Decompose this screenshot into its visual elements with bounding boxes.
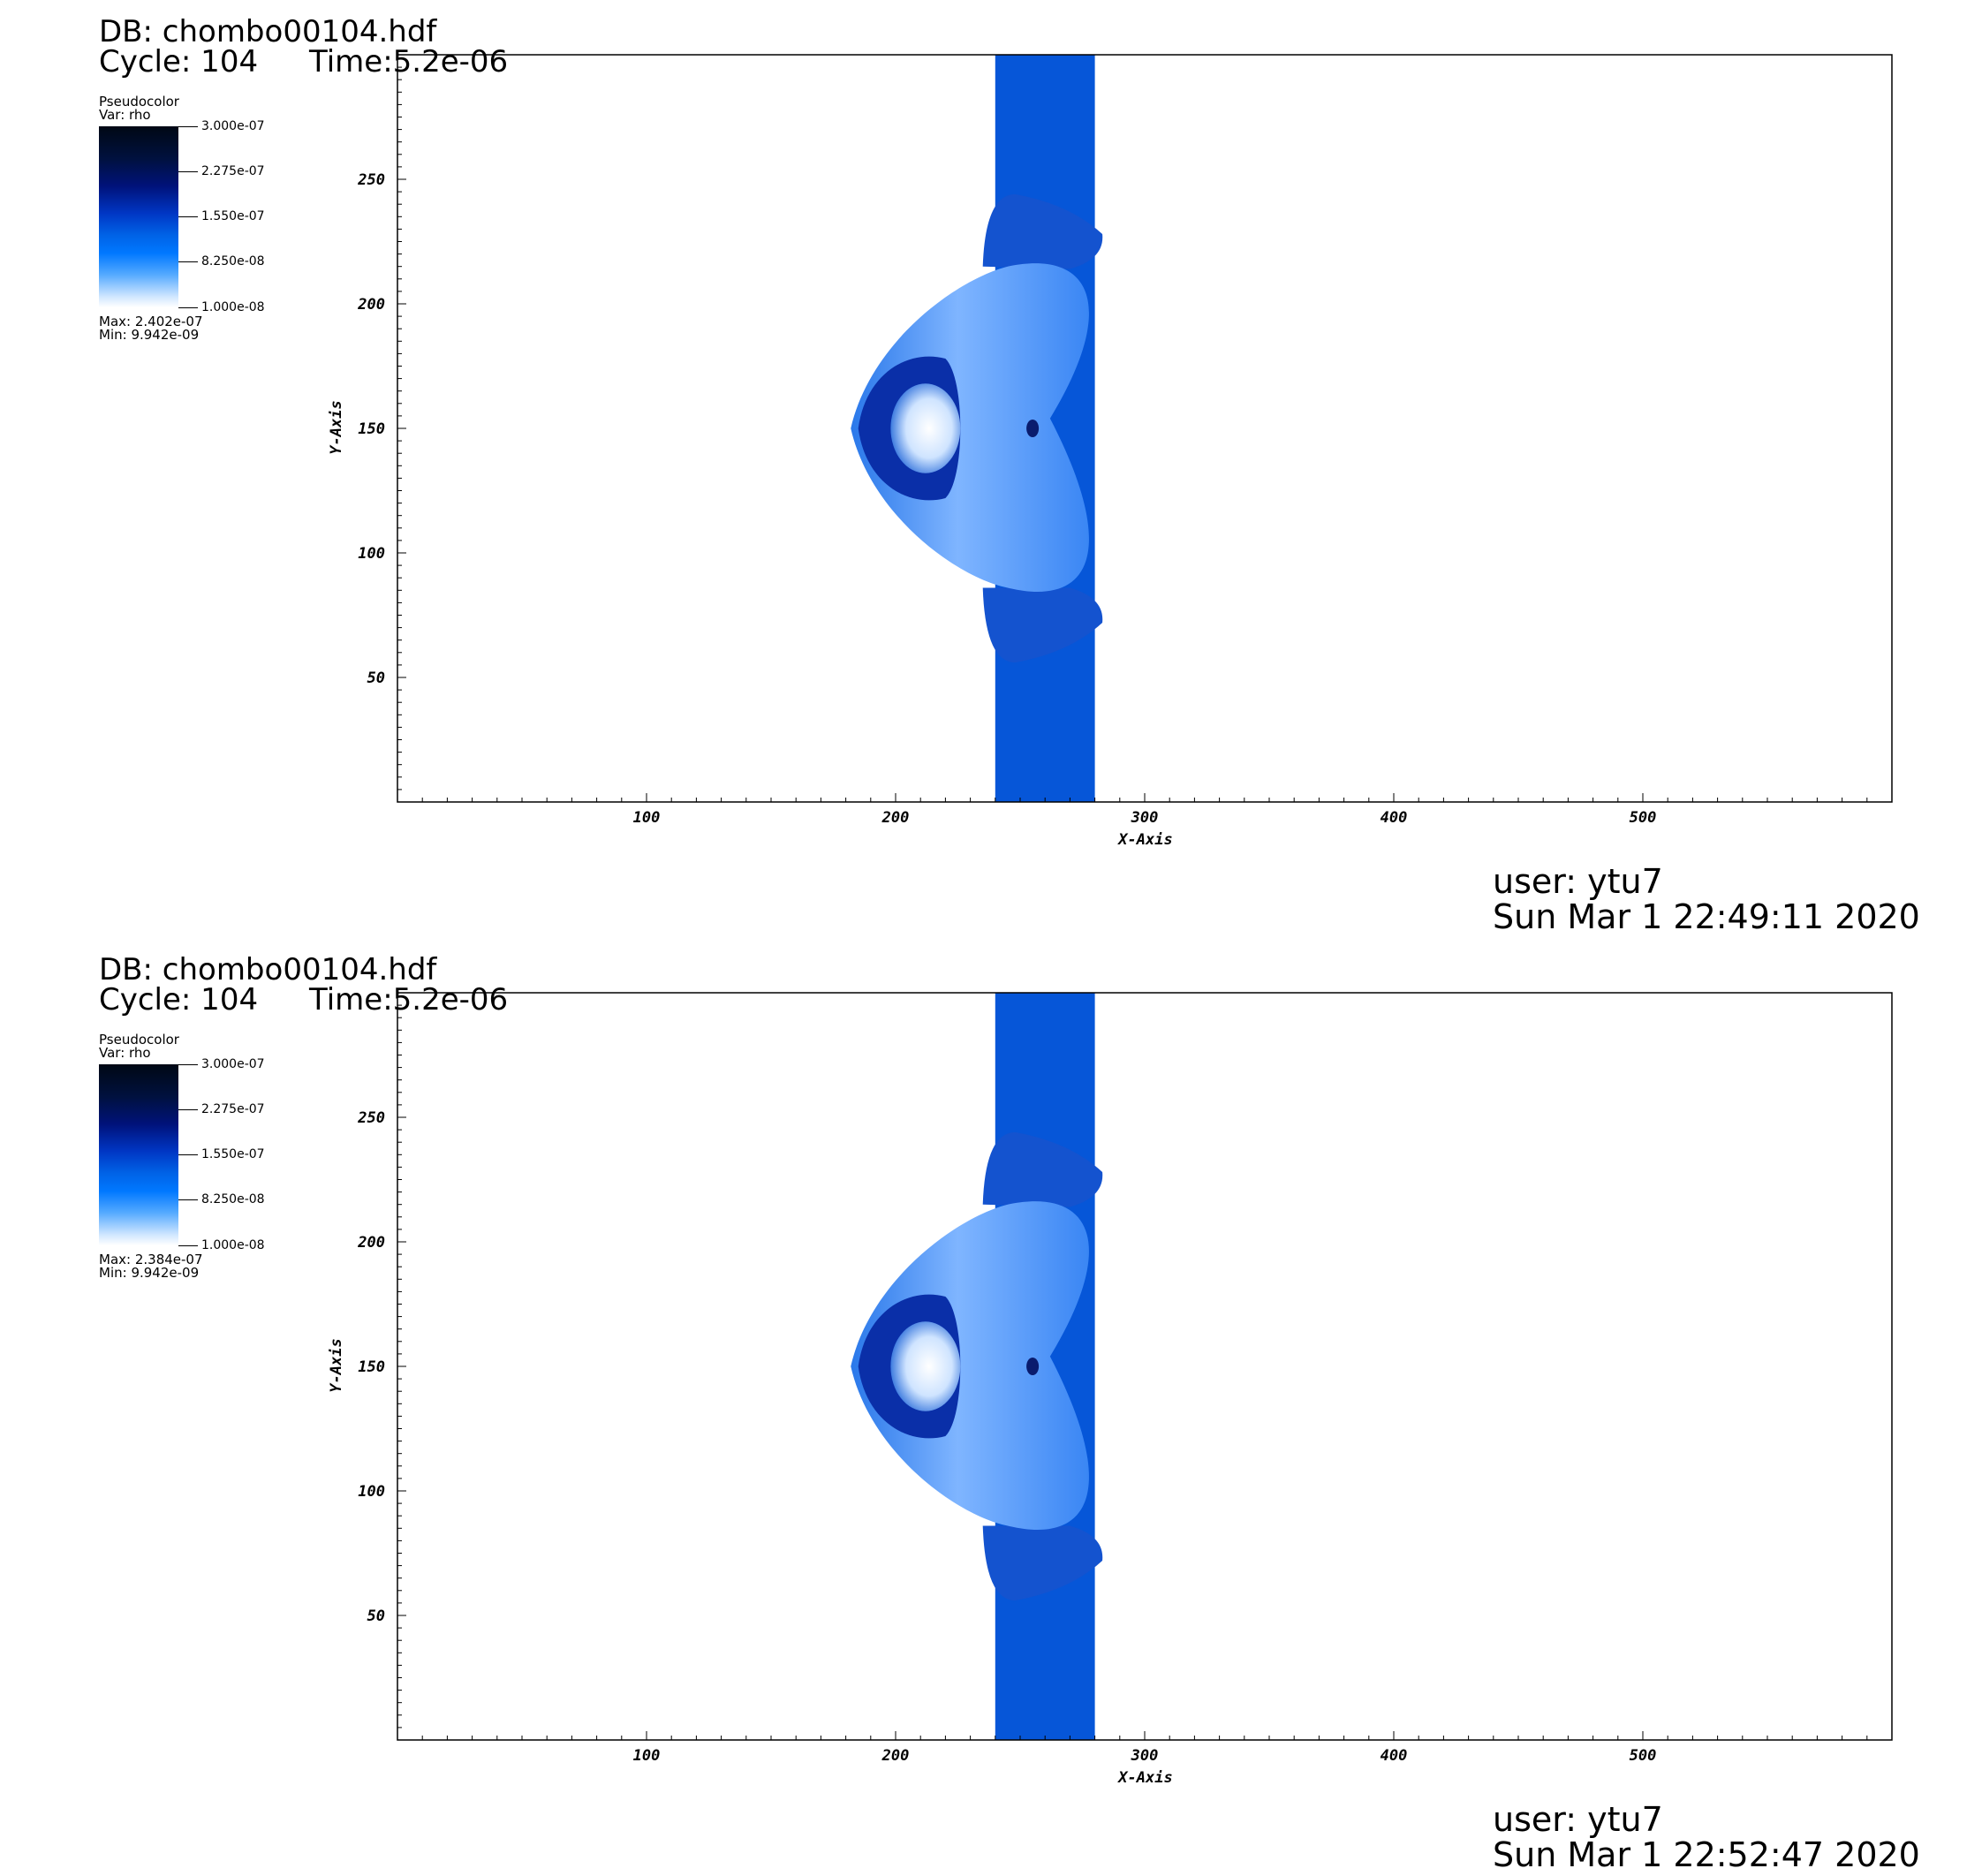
database-label: DB: chombo00104.hdf xyxy=(99,952,437,987)
footer-timestamp: Sun Mar 1 22:52:47 2020 xyxy=(1493,1835,1920,1874)
colorbar-tick xyxy=(178,1064,198,1065)
legend-max: Max: 2.402e-07 xyxy=(99,314,203,329)
footer-user: user: ytu7 xyxy=(1493,1800,1663,1839)
colorbar-tick-label: 8.250e-08 xyxy=(201,1192,265,1207)
x-tick-label: 100 xyxy=(633,809,661,827)
y-axis-title: Y-Axis xyxy=(328,1338,345,1392)
density-knot xyxy=(1026,420,1040,437)
footer-user: user: ytu7 xyxy=(1493,862,1663,901)
colorbar-tick xyxy=(178,171,198,172)
plot-area: 100 200 300 400 500 50 100 150 200 250 X-Axis Y-A… xyxy=(328,992,1893,1787)
y-tick-label: 50 xyxy=(367,669,385,687)
colorbar-tick xyxy=(178,1245,198,1246)
colorbar-tick-label: 8.250e-08 xyxy=(201,254,265,269)
colorbar-tick xyxy=(178,1199,198,1200)
density-upper-cap xyxy=(982,193,1103,269)
y-tick-label: 250 xyxy=(357,1109,385,1127)
plot-panel-2: DB: chombo00104.hdf Cycle: 104 Time:5.2e… xyxy=(0,938,1982,1876)
colorbar-tick xyxy=(178,216,198,217)
colorbar-tick xyxy=(178,1154,198,1155)
y-tick-label: 250 xyxy=(357,171,385,189)
legend-min: Min: 9.942e-09 xyxy=(99,327,200,343)
cycle-label: Cycle: 104 xyxy=(99,44,259,79)
time-label: Time:5.2e-06 xyxy=(309,982,509,1017)
legend-variable: Var: rho xyxy=(99,107,151,123)
x-tick-label: 500 xyxy=(1630,1747,1657,1765)
density-lower-cap xyxy=(982,1525,1103,1601)
plot-frame xyxy=(397,992,1893,1741)
colorbar-tick xyxy=(178,1109,198,1110)
density-upper-cap xyxy=(982,1131,1103,1207)
y-tick-label: 200 xyxy=(357,296,385,314)
x-axis-title: X-Axis xyxy=(1116,1769,1172,1787)
x-tick-label: 300 xyxy=(1131,809,1159,827)
density-bubble xyxy=(851,1201,1089,1530)
y-tick-label: 100 xyxy=(358,1483,385,1501)
colorbar-tick-label: 2.275e-07 xyxy=(201,1102,265,1116)
colorbar-tick xyxy=(178,126,198,127)
legend-variable: Var: rho xyxy=(99,1045,151,1061)
colorbar-tick-label: 3.000e-07 xyxy=(201,119,265,133)
cycle-label: Cycle: 104 xyxy=(99,982,259,1017)
plot-panel-1: DB: chombo00104.hdf Cycle: 104 Time:5.2e… xyxy=(99,14,1920,936)
y-tick-label: 150 xyxy=(358,420,385,438)
colorbar-tick-label: 1.550e-07 xyxy=(201,1147,265,1161)
x-tick-label: 200 xyxy=(881,809,910,827)
colorbar-tick xyxy=(178,261,198,262)
density-knot xyxy=(1026,1358,1040,1375)
density-core xyxy=(890,1321,961,1411)
x-tick-label: 200 xyxy=(881,1747,910,1765)
legend-min: Min: 9.942e-09 xyxy=(99,1265,200,1281)
y-tick-label: 150 xyxy=(358,1358,385,1376)
colorbar-tick-label: 2.275e-07 xyxy=(201,164,265,178)
colorbar-tick xyxy=(178,307,198,308)
density-bubble xyxy=(851,263,1089,592)
density-lower-cap xyxy=(982,587,1103,663)
legend-plot-type: Pseudocolor xyxy=(99,94,179,110)
plot-area: 100 200 300 400 500 50 100 150 200 250 X-Axis Y-A… xyxy=(328,54,1893,849)
density-core xyxy=(890,383,961,473)
footer-timestamp: Sun Mar 1 22:49:11 2020 xyxy=(1493,897,1920,936)
colorbar-tick-label: 1.000e-08 xyxy=(201,300,265,314)
plot-frame xyxy=(397,54,1893,803)
y-tick-label: 100 xyxy=(358,545,385,563)
colorbar-tick-label: 1.550e-07 xyxy=(201,209,265,223)
x-tick-label: 100 xyxy=(633,1747,661,1765)
database-label: DB: chombo00104.hdf xyxy=(99,14,437,49)
legend-plot-type: Pseudocolor xyxy=(99,1032,179,1048)
x-tick-label: 500 xyxy=(1630,809,1657,827)
time-label: Time:5.2e-06 xyxy=(309,44,509,79)
legend-max: Max: 2.384e-07 xyxy=(99,1252,203,1267)
y-tick-label: 200 xyxy=(357,1234,385,1252)
x-tick-label: 400 xyxy=(1381,809,1408,827)
colorbar-tick-label: 3.000e-07 xyxy=(201,1057,265,1071)
x-tick-label: 400 xyxy=(1381,1747,1408,1765)
y-tick-label: 50 xyxy=(367,1607,385,1625)
colorbar-tick-label: 1.000e-08 xyxy=(201,1238,265,1252)
colorbar xyxy=(99,126,178,307)
y-axis-title: Y-Axis xyxy=(328,400,345,454)
x-axis-title: X-Axis xyxy=(1116,831,1172,849)
x-tick-label: 300 xyxy=(1131,1747,1159,1765)
colorbar xyxy=(99,1064,178,1245)
